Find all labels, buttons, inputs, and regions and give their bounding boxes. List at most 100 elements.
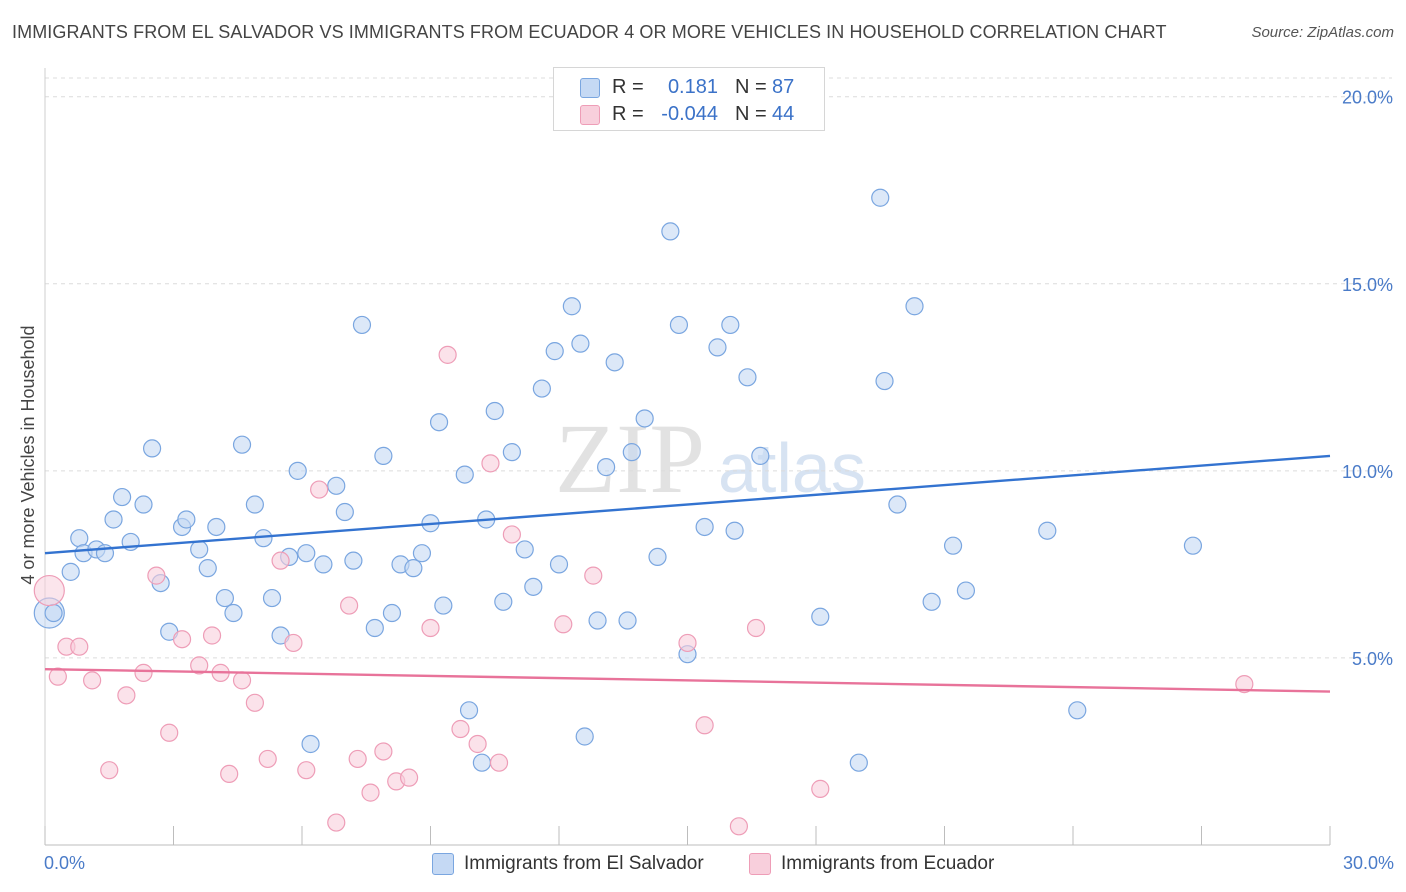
series-legend-swatch-ecuador: [749, 853, 771, 875]
data-point-ecuador: [584, 566, 603, 585]
data-point-el-salvador: [524, 577, 543, 596]
data-point-el-salvador: [190, 540, 209, 559]
data-point-el-salvador: [905, 297, 924, 316]
legend-row-el-salvador: R = 0.181 N = 87: [554, 74, 824, 100]
data-point-ecuador: [310, 480, 329, 499]
data-point-ecuador: [811, 779, 830, 798]
data-point-el-salvador: [708, 338, 727, 357]
data-point-el-salvador: [112, 487, 132, 507]
data-point-el-salvador: [875, 371, 894, 391]
data-point-ecuador: [134, 663, 153, 682]
data-point-el-salvador: [648, 547, 667, 567]
data-point-ecuador: [297, 761, 316, 780]
data-point-ecuador: [83, 671, 102, 690]
series-legend-label-el-salvador: Immigrants from El Salvador: [464, 853, 704, 874]
y-tick-label: 5.0%: [1352, 649, 1393, 669]
data-point-el-salvador: [70, 529, 89, 548]
series-legend: Immigrants from El Salvador Immigrants f…: [0, 852, 1406, 878]
data-point-el-salvador: [922, 592, 941, 611]
data-point-el-salvador: [207, 517, 226, 537]
data-point-ecuador: [70, 637, 89, 656]
grid-lines: [45, 77, 1392, 659]
data-point-el-salvador: [262, 588, 282, 608]
legend-n-value: 44: [772, 103, 795, 125]
data-point-el-salvador: [751, 446, 770, 465]
y-tick-labels: 5.0% 10.0% 15.0% 20.0%: [1342, 88, 1393, 669]
data-point-el-salvador: [365, 618, 384, 638]
data-point-ecuador: [271, 551, 290, 570]
legend-n-label: N =: [735, 76, 767, 98]
data-point-ecuador: [1235, 675, 1254, 694]
data-point-ecuador: [421, 618, 440, 638]
legend-r-label: R =: [612, 76, 644, 98]
x-tick-label-max: 30.0%: [1343, 853, 1394, 873]
data-point-ecuador: [220, 764, 239, 784]
data-point-el-salvador: [943, 536, 963, 555]
data-point-ecuador: [245, 693, 264, 712]
data-point-ecuador: [160, 723, 179, 742]
data-point-el-salvador: [327, 476, 346, 495]
x-tick-label-min: 0.0%: [44, 853, 85, 873]
data-point-el-salvador: [571, 334, 590, 353]
legend-n-label: N =: [735, 103, 767, 125]
data-point-el-salvador: [297, 544, 316, 563]
data-point-ecuador: [554, 615, 573, 634]
x-tick-labels: 0.0% 30.0%: [44, 853, 1394, 873]
data-point-ecuador: [190, 656, 209, 675]
data-point-el-salvador: [142, 439, 162, 458]
data-point-el-salvador: [472, 753, 491, 772]
data-point-el-salvador: [575, 727, 594, 746]
data-point-el-salvador: [849, 753, 868, 772]
watermark-atlas: atlas: [718, 429, 866, 507]
watermark: ZIP atlas: [555, 403, 866, 514]
data-point-el-salvador: [344, 551, 363, 570]
legend-n-value: 87: [772, 76, 795, 98]
data-point-el-salvador: [352, 315, 372, 335]
data-point-ecuador: [502, 525, 521, 544]
data-point-ecuador: [695, 716, 714, 735]
data-point-el-salvador: [459, 701, 479, 720]
data-point-el-salvador: [597, 458, 616, 477]
data-point-ecuador: [481, 454, 500, 473]
chart-title: IMMIGRANTS FROM EL SALVADOR VS IMMIGRANT…: [12, 22, 1167, 42]
trend-line-ecuador: [44, 667, 1331, 693]
data-point-el-salvador: [404, 559, 423, 578]
axes: [44, 68, 1331, 846]
data-point-ecuador: [284, 633, 303, 653]
data-point-el-salvador: [562, 297, 581, 316]
y-tick-label: 10.0%: [1342, 462, 1393, 482]
data-point-ecuador: [100, 761, 119, 780]
data-point-el-salvador: [811, 607, 830, 626]
data-point-el-salvador: [605, 353, 624, 372]
data-point-el-salvador: [485, 401, 504, 421]
data-point-ecuador: [399, 768, 419, 787]
data-point-ecuador: [147, 566, 166, 585]
data-point-ecuador: [678, 633, 697, 653]
data-point-el-salvador: [455, 465, 474, 484]
data-point-el-salvador: [215, 588, 234, 608]
data-point-el-salvador: [1068, 701, 1087, 720]
data-point-el-salvador: [588, 611, 607, 630]
data-point-ecuador: [374, 742, 393, 761]
data-point-el-salvador: [134, 495, 153, 514]
data-point-el-salvador: [494, 592, 513, 611]
series-legend-label-ecuador: Immigrants from Ecuador: [781, 853, 995, 874]
data-point-el-salvador: [888, 495, 907, 514]
data-point-el-salvador: [502, 443, 521, 462]
data-point-el-salvador: [245, 495, 264, 514]
data-point-el-salvador: [104, 510, 123, 529]
data-point-el-salvador: [871, 188, 890, 207]
legend-swatch-el-salvador: [580, 78, 600, 98]
data-point-el-salvador: [956, 581, 976, 600]
data-point-el-salvador: [669, 315, 689, 335]
data-point-el-salvador: [288, 461, 307, 480]
data-point-el-salvador: [1183, 536, 1203, 555]
data-point-ecuador: [327, 813, 346, 832]
data-point-ecuador: [48, 667, 67, 686]
data-point-ecuador: [468, 734, 487, 754]
data-point-ecuador: [438, 345, 457, 364]
data-point-el-salvador: [721, 315, 740, 335]
y-axis-title: 4 or more Vehicles in Household: [18, 325, 38, 584]
legend-swatch-ecuador: [580, 105, 600, 125]
